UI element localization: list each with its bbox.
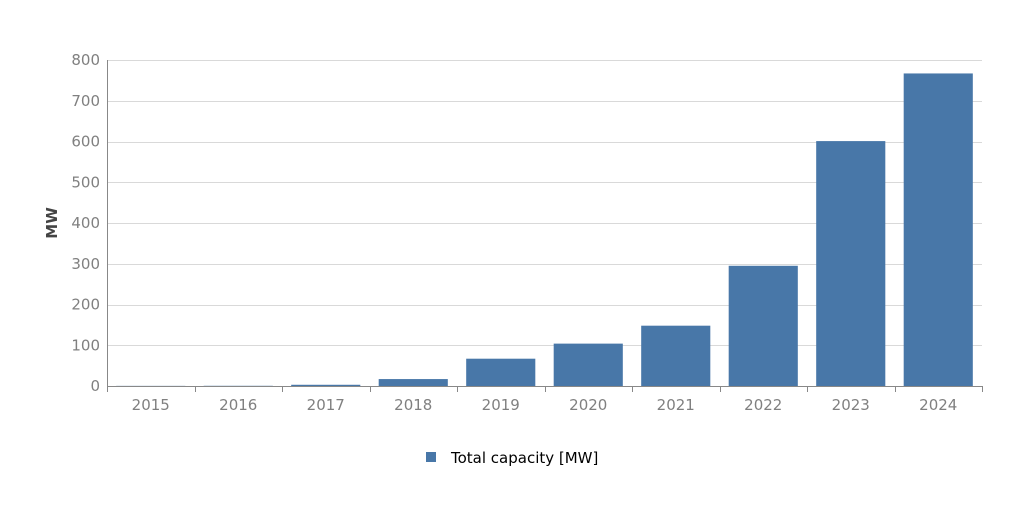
x-tick-label: 2021 xyxy=(657,396,695,414)
y-tick-label: 400 xyxy=(71,214,100,232)
x-tick-label: 2023 xyxy=(832,396,870,414)
legend: Total capacity [MW] xyxy=(426,449,598,467)
y-tick-label: 0 xyxy=(90,377,100,395)
y-tick-label: 800 xyxy=(71,51,100,69)
bar xyxy=(553,343,623,386)
x-tick-label: 2022 xyxy=(744,396,782,414)
x-tick-label: 2024 xyxy=(919,396,957,414)
x-tick-label: 2019 xyxy=(482,396,520,414)
x-tick-labels: 2015 2016 2017 2018 2019 2020 2021 2022 2023 2024 xyxy=(132,396,958,414)
y-tick-labels: 0 100 200 300 400 500 600 700 800 xyxy=(71,51,100,395)
grid-lines xyxy=(107,60,982,346)
legend-label: Total capacity [MW] xyxy=(450,449,598,467)
bar xyxy=(378,379,448,386)
bar xyxy=(291,384,361,386)
bar xyxy=(728,265,798,386)
legend-swatch xyxy=(426,452,436,462)
x-tick-label: 2017 xyxy=(307,396,345,414)
y-tick-label: 700 xyxy=(71,92,100,110)
y-tick-label: 500 xyxy=(71,173,100,191)
axes xyxy=(107,60,983,392)
x-tick-label: 2016 xyxy=(219,396,257,414)
bar xyxy=(816,141,886,386)
y-tick-label: 200 xyxy=(71,296,100,314)
x-tick-label: 2020 xyxy=(569,396,607,414)
bar xyxy=(903,73,973,386)
y-tick-label: 300 xyxy=(71,255,100,273)
bar xyxy=(641,325,711,386)
bar xyxy=(466,358,536,386)
x-tick-label: 2015 xyxy=(132,396,170,414)
y-tick-label: 600 xyxy=(71,133,100,151)
y-tick-label: 100 xyxy=(71,336,100,354)
x-tick-label: 2018 xyxy=(394,396,432,414)
y-axis-title: MW xyxy=(43,207,61,239)
bars xyxy=(116,73,973,386)
